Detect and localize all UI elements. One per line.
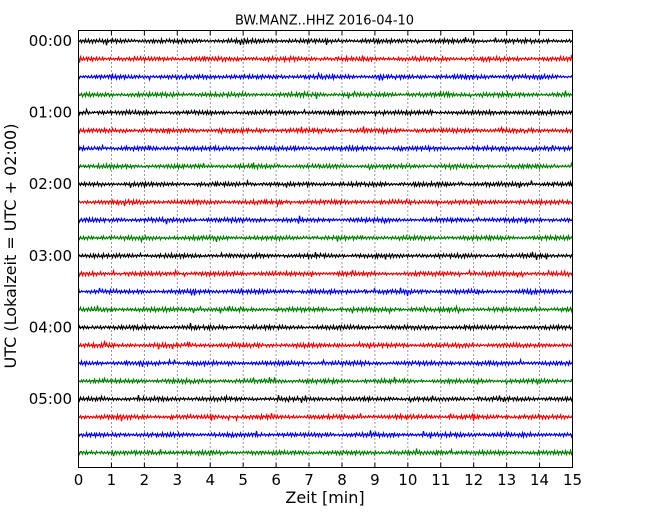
x-axis-ticks: 0 1 2 3 4 5 6 7 8 9 10 11 12 13 14 15 [74,30,582,489]
trace-row [77,394,574,404]
x-tick-label: 10 [398,471,417,489]
x-tick-label: 5 [238,471,248,489]
trace-row [78,357,574,368]
trace-row [77,178,574,190]
x-tick-label: 2 [140,471,150,489]
trace-row [77,143,574,153]
trace-row [77,125,573,136]
x-tick-label: 0 [74,471,84,489]
trace-row [77,107,574,118]
y-tick-label: 03:00 [29,247,72,265]
trace-row [77,322,573,332]
x-tick-label: 4 [205,471,215,489]
trace-row [77,89,573,100]
trace-row [78,376,574,386]
x-tick-label: 11 [431,471,450,489]
chart-title: BW.MANZ..HHZ 2016-04-10 [235,14,414,29]
y-tick-label: 00:00 [29,32,72,50]
plot-frame [78,30,573,468]
trace-row [78,339,573,350]
trace-row [77,447,574,458]
x-tick-label: 1 [107,471,117,489]
trace-row [77,161,574,172]
trace-row [77,250,573,261]
x-tick-label: 15 [563,471,582,489]
y-tick-label: 01:00 [29,104,72,122]
x-tick-label: 13 [497,471,516,489]
trace-row [78,304,574,315]
trace-row [78,36,573,46]
x-tick-label: 12 [464,471,483,489]
trace-row [77,215,574,225]
trace-row [77,430,574,440]
y-axis-ticks: 00:00 01:00 02:00 03:00 04:00 05:00 [29,32,84,408]
x-tick-label: 8 [337,471,347,489]
vertical-gridlines [111,30,540,468]
trace-row [78,412,574,423]
trace-row [77,268,574,279]
x-axis-label: Zeit [min] [285,488,364,507]
trace-row [77,233,574,244]
y-tick-label: 05:00 [29,390,72,408]
y-tick-label: 02:00 [29,175,72,193]
x-tick-label: 3 [173,471,183,489]
trace-row [77,287,573,297]
x-tick-label: 14 [530,471,549,489]
trace-row [78,197,574,208]
seismogram-traces [77,36,574,458]
trace-row [77,54,574,64]
y-tick-label: 04:00 [29,318,72,336]
x-tick-label: 7 [304,471,314,489]
y-axis-label: UTC (Lokalzeit = UTC + 02:00) [1,124,20,369]
x-tick-label: 9 [370,471,380,489]
x-tick-label: 6 [271,471,281,489]
trace-row [77,71,574,82]
